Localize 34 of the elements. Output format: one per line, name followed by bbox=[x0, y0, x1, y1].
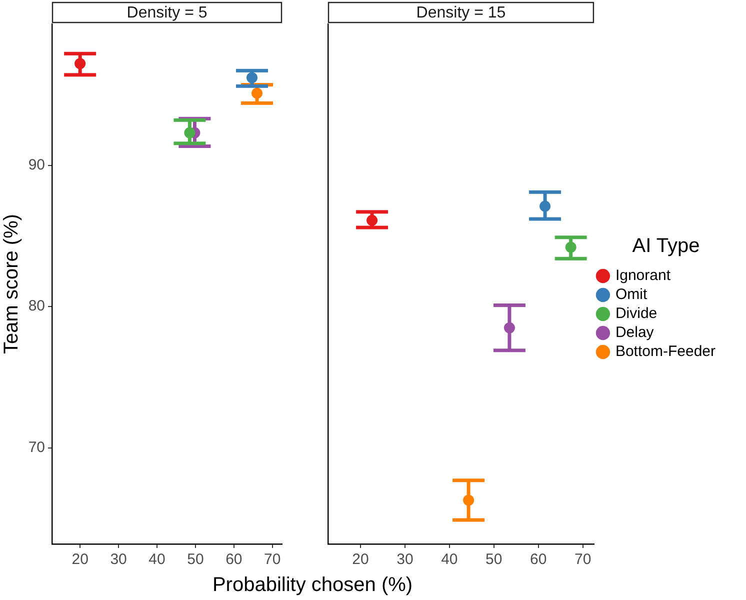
x-tick-label: 60 bbox=[226, 551, 242, 568]
point bbox=[74, 58, 86, 70]
point bbox=[504, 322, 515, 334]
x-tick-label: 40 bbox=[148, 551, 166, 568]
legend-label: Bottom-Feeder bbox=[615, 343, 728, 360]
x-tick-label: 60 bbox=[530, 551, 547, 568]
x-tick-label: 50 bbox=[187, 551, 204, 568]
x-tick-label: 20 bbox=[72, 551, 88, 568]
x-tick-label: 50 bbox=[486, 551, 502, 568]
y-tick-label: 70 bbox=[28, 439, 45, 456]
point bbox=[366, 214, 378, 226]
legend-label: Divide bbox=[615, 305, 670, 322]
point bbox=[540, 200, 551, 212]
legend-title: AI Type bbox=[632, 235, 700, 258]
point bbox=[565, 242, 576, 253]
chart-title: Density = 5 bbox=[126, 4, 208, 22]
point bbox=[184, 127, 196, 138]
point bbox=[246, 72, 258, 84]
point bbox=[463, 494, 474, 506]
x-tick-label: 40 bbox=[441, 551, 458, 568]
x-tick-label: 30 bbox=[110, 551, 127, 568]
x-tick-label: 30 bbox=[396, 551, 414, 568]
legend-label: Ignorant bbox=[615, 267, 684, 284]
point bbox=[252, 88, 262, 99]
y-tick-label: 90 bbox=[28, 156, 45, 174]
y-tick-label: 80 bbox=[28, 298, 45, 315]
legend-label: Omit bbox=[615, 286, 660, 304]
x-tick-label: 70 bbox=[264, 551, 281, 568]
x-tick-label: 70 bbox=[574, 551, 592, 568]
x-tick-label: 20 bbox=[352, 551, 369, 568]
legend-label: Delay bbox=[615, 324, 666, 342]
chart-title: Density = 15 bbox=[416, 4, 506, 22]
x-axis-title: Probability chosen (%) bbox=[211, 573, 414, 598]
y-axis-title: Team score (%) bbox=[0, 214, 23, 354]
